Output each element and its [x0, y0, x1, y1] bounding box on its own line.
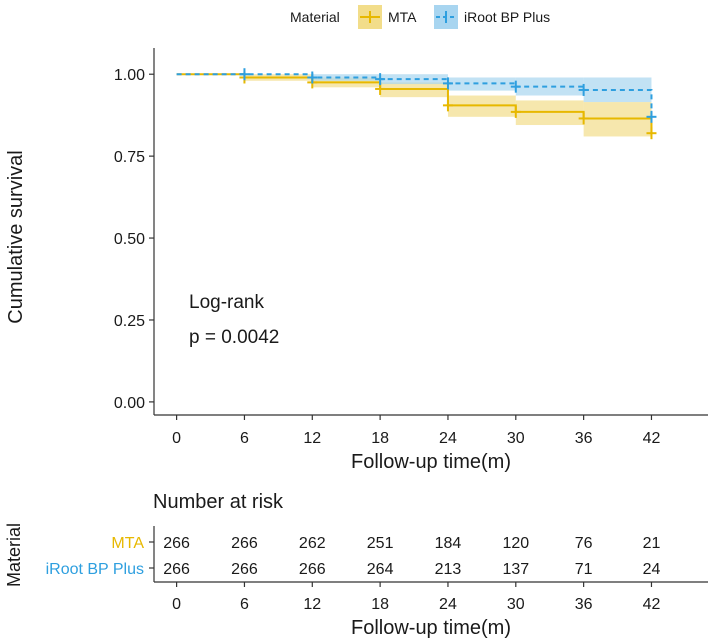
x-tick-label: 12	[303, 430, 321, 447]
risk-x-tick-label: 36	[575, 596, 593, 613]
risk-cell: 266	[163, 535, 190, 552]
annotation-logrank: Log-rank	[189, 292, 264, 313]
x-tick-label: 18	[371, 430, 389, 447]
risk-row-label: iRoot BP Plus	[46, 561, 144, 578]
ci-band-segment	[515, 77, 584, 96]
x-tick-label: 36	[575, 430, 593, 447]
risk-x-tick-label: 24	[439, 596, 457, 613]
risk-x-tick-label: 30	[507, 596, 525, 613]
risk-cell: 213	[435, 561, 462, 578]
risk-cell: 24	[643, 561, 661, 578]
risk-cell: 266	[231, 535, 258, 552]
risk-x-tick-label: 42	[643, 596, 661, 613]
plot-area: Cumulative survival 0.00 0.25 0.50 0.75 1.00…	[5, 48, 708, 473]
risk-cell: 266	[231, 561, 258, 578]
risk-cell: 251	[367, 535, 394, 552]
risk-x-tick-label: 6	[240, 596, 249, 613]
risk-cell: 264	[367, 561, 394, 578]
y-tick-label: 0.25	[114, 313, 145, 330]
y-tick-label: 0.00	[114, 395, 145, 412]
y-tick-label: 0.75	[114, 149, 145, 166]
ci-band-segment	[447, 77, 516, 91]
x-tick-label: 42	[643, 430, 661, 447]
risk-x-tick-label: 18	[371, 596, 389, 613]
legend: Material MTA iRoot BP Plus	[290, 5, 550, 29]
risk-x-tick-label: 0	[172, 596, 181, 613]
risk-x-axis-label: Follow-up time(m)	[351, 617, 511, 639]
x-tick-label: 6	[240, 430, 249, 447]
risk-cell: 184	[435, 535, 462, 552]
risk-x-axis-ticks: 0 6 12 18 24 30 36 42	[172, 582, 660, 613]
annotation-pvalue: p = 0.0042	[189, 327, 279, 348]
risk-x-tick-label: 12	[303, 596, 321, 613]
legend-label-iroot: iRoot BP Plus	[464, 9, 550, 25]
risk-cell: 266	[163, 561, 190, 578]
x-tick-label: 30	[507, 430, 525, 447]
censor-marks	[239, 68, 657, 140]
risk-cell: 71	[575, 561, 593, 578]
risk-row-label: MTA	[111, 535, 144, 552]
risk-table-rows: MTA 266 266 262 251 184 120 76 21 iRoot BP Plus 26…	[46, 535, 661, 578]
x-tick-label: 0	[172, 430, 181, 447]
ci-band-segment	[380, 74, 448, 85]
risk-cell: 137	[502, 561, 529, 578]
y-axis-ticks: 0.00 0.25 0.50 0.75 1.00	[114, 67, 154, 412]
legend-title: Material	[290, 9, 340, 25]
risk-cell: 266	[299, 561, 326, 578]
risk-cell: 21	[643, 535, 661, 552]
risk-table-ylabel: Material	[4, 523, 24, 587]
y-tick-label: 0.50	[114, 231, 145, 248]
risk-table-title: Number at risk	[153, 491, 284, 513]
legend-label-mta: MTA	[388, 9, 417, 25]
risk-table: Number at risk Material MTA 266 266 262 251 1…	[4, 491, 708, 639]
y-tick-label: 1.00	[114, 67, 145, 84]
y-axis-label: Cumulative survival	[5, 150, 27, 323]
x-axis-label: Follow-up time(m)	[351, 451, 511, 473]
x-axis-ticks: 0 6 12 18 24 30 36 42	[172, 415, 660, 447]
x-tick-label: 24	[439, 430, 457, 447]
risk-cell: 120	[502, 535, 529, 552]
risk-cell: 262	[299, 535, 326, 552]
risk-cell: 76	[575, 535, 593, 552]
